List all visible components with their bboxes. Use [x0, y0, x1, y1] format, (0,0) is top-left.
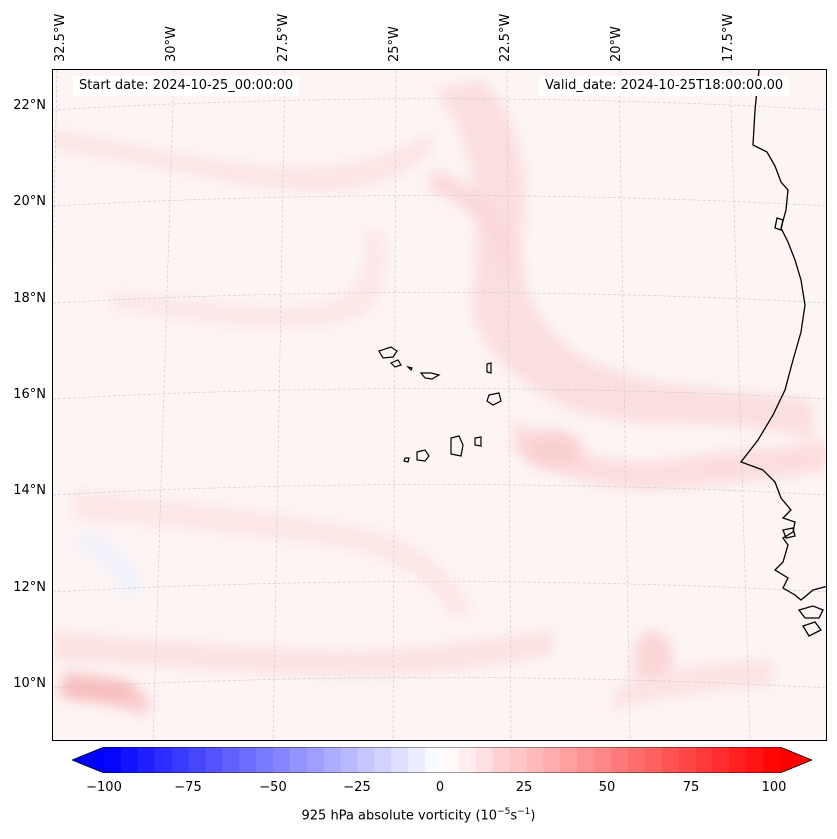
colorbar-swatch	[289, 747, 308, 773]
colorbar-swatch	[391, 747, 409, 773]
lon-label-32-5w: 32.5°W	[53, 13, 68, 62]
colorbar-extend-min	[72, 747, 104, 773]
colorbar-swatch	[678, 747, 696, 773]
colorbar-label-prefix: 925 hPa absolute vorticity (10	[301, 808, 498, 824]
colorbar-swatch	[256, 747, 274, 773]
african-coastline	[739, 70, 826, 637]
graticule	[53, 70, 826, 740]
colorbar-swatch	[171, 747, 189, 773]
colorbar-label: 925 hPa absolute vorticity (10−5s−1)	[0, 807, 837, 823]
colorbar-swatch	[458, 747, 477, 773]
colorbar-swatch	[340, 747, 358, 773]
lon-label-20w: 20°W	[609, 26, 624, 62]
colorbar-swatch	[543, 747, 561, 773]
colorbar	[72, 747, 812, 773]
colorbar-swatch	[442, 747, 460, 773]
colorbar-label-exp1: −5	[497, 807, 511, 817]
vorticity-field	[53, 80, 826, 715]
colorbar-swatch	[154, 747, 173, 773]
colorbar-swatch	[120, 747, 139, 773]
colorbar-swatch	[104, 747, 122, 773]
colorbar-tick-minus-25: −25	[343, 780, 371, 795]
start-date-label: Start date: 2024-10-25_00:00:00	[73, 76, 300, 96]
colorbar-swatch	[560, 747, 578, 773]
colorbar-swatch	[357, 747, 375, 773]
colorbar-swatch	[746, 747, 764, 773]
lat-label-10n: 10°N	[13, 676, 46, 691]
colorbar-swatches	[72, 747, 812, 773]
colorbar-tick-50: 50	[598, 780, 616, 795]
colorbar-tick-0: 0	[435, 780, 445, 795]
colorbar-swatch	[374, 747, 392, 773]
lon-label-25w: 25°W	[387, 26, 402, 62]
colorbar-swatch	[594, 747, 612, 773]
colorbar-swatch	[188, 747, 206, 773]
colorbar-swatch	[661, 747, 680, 773]
colorbar-swatch	[763, 747, 781, 773]
map-panel	[52, 69, 827, 741]
vorticity-map	[53, 70, 826, 740]
colorbar-swatch	[306, 747, 325, 773]
colorbar-swatch	[577, 747, 595, 773]
colorbar-swatch	[644, 747, 663, 773]
colorbar-tick-100: 100	[761, 780, 787, 795]
colorbar-tick-minus-100: −100	[86, 780, 122, 795]
lon-label-30w: 30°W	[164, 26, 179, 62]
colorbar-swatch	[408, 747, 426, 773]
lat-label-12n: 12°N	[13, 580, 46, 595]
lat-label-20n: 20°N	[13, 194, 46, 209]
lon-label-17-5w: 17.5°W	[721, 13, 736, 62]
colorbar-swatch	[239, 747, 257, 773]
valid-date-label: Valid_date: 2024-10-25T18:00:00.00	[539, 76, 790, 96]
colorbar-tick-25: 25	[515, 780, 533, 795]
colorbar-swatch	[526, 747, 544, 773]
colorbar-swatch	[222, 747, 240, 773]
lat-label-18n: 18°N	[13, 291, 46, 306]
colorbar-swatch	[712, 747, 730, 773]
colorbar-swatch	[492, 747, 511, 773]
colorbar-swatch	[205, 747, 223, 773]
colorbar-swatch	[475, 747, 494, 773]
colorbar-swatch	[729, 747, 747, 773]
colorbar-tick-minus-75: −75	[174, 780, 202, 795]
colorbar-tick-minus-50: −50	[259, 780, 287, 795]
colorbar-label-suffix: )	[530, 808, 536, 824]
lon-label-27-5w: 27.5°W	[276, 13, 291, 62]
colorbar-tick-75: 75	[682, 780, 700, 795]
colorbar-swatch	[137, 747, 156, 773]
colorbar-swatch	[425, 747, 443, 773]
lat-label-22n: 22°N	[13, 98, 46, 113]
lat-label-16n: 16°N	[13, 387, 46, 402]
cape-verde-islands	[378, 346, 502, 463]
colorbar-swatch	[323, 747, 342, 773]
colorbar-swatch	[273, 747, 291, 773]
colorbar-swatch	[509, 747, 527, 773]
colorbar-label-exp2: −1	[517, 807, 531, 817]
colorbar-extend-max	[780, 747, 812, 773]
colorbar-swatch	[611, 747, 629, 773]
colorbar-swatch	[695, 747, 713, 773]
colorbar-label-mid: s	[510, 808, 518, 824]
colorbar-swatch	[627, 747, 646, 773]
lat-label-14n: 14°N	[13, 483, 46, 498]
lon-label-22-5w: 22.5°W	[498, 13, 513, 62]
